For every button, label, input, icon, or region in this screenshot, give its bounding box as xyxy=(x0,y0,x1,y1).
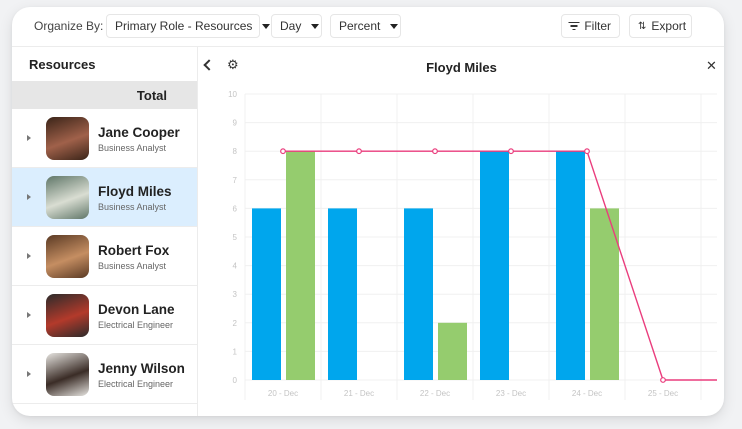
resource-role: Business Analyst xyxy=(98,261,167,271)
line-point[interactable] xyxy=(280,148,286,155)
total-row[interactable]: Total xyxy=(12,81,197,109)
resource-row[interactable]: Jane Cooper Business Analyst xyxy=(12,109,197,168)
toolbar: Organize By: Primary Role - Resources Da… xyxy=(12,7,724,47)
x-tick-label: 25 - Dec xyxy=(648,389,678,398)
avatar xyxy=(46,176,89,219)
y-tick-label: 4 xyxy=(233,262,238,271)
y-tick-label: 10 xyxy=(228,90,237,99)
line-point[interactable] xyxy=(660,377,666,383)
resource-row[interactable]: Devon Lane Electrical Engineer xyxy=(12,286,197,345)
role-dropdown[interactable]: Primary Role - Resources xyxy=(106,14,271,38)
resource-name: Robert Fox xyxy=(98,243,170,258)
resource-list: Jane Cooper Business Analyst Floyd Miles Bu… xyxy=(12,109,197,404)
period-dropdown[interactable]: Day xyxy=(271,14,322,38)
expand-caret-icon[interactable] xyxy=(27,194,31,200)
chart-panel: ⚙ Floyd Miles ✕ 0 1 2 3 4 5 6 7 8 9 10 20 - Dec 21 -… xyxy=(199,47,724,416)
period-dropdown-value: Day xyxy=(280,19,302,33)
sort-arrows-icon: ⇅ xyxy=(638,20,646,32)
resource-card: Organize By: Primary Role - Resources Da… xyxy=(12,7,724,416)
x-tick-label: 22 - Dec xyxy=(420,389,450,398)
resource-role: Electrical Engineer xyxy=(98,379,174,389)
resource-role: Electrical Engineer xyxy=(98,320,174,330)
avatar xyxy=(46,235,89,278)
filter-button[interactable]: Filter xyxy=(561,14,620,38)
x-tick-label: 23 - Dec xyxy=(496,389,526,398)
y-tick-label: 0 xyxy=(233,376,238,385)
unit-dropdown-value: Percent xyxy=(339,19,381,33)
x-tick-label: 21 - Dec xyxy=(344,389,374,398)
resource-row[interactable]: Robert Fox Business Analyst xyxy=(12,227,197,286)
y-tick-label: 2 xyxy=(233,319,238,328)
y-tick-label: 9 xyxy=(233,119,238,128)
resource-utilization-chart: 0 1 2 3 4 5 6 7 8 9 10 20 - Dec 21 - Dec 22 - Dec 23 -… xyxy=(228,90,717,400)
y-tick-label: 5 xyxy=(233,233,238,242)
bar-blue[interactable] xyxy=(556,151,585,380)
line-point[interactable] xyxy=(356,148,362,155)
y-tick-label: 7 xyxy=(233,176,238,185)
resources-sidebar: Resources Total Jane Cooper Business Anal… xyxy=(12,47,198,416)
resource-role: Business Analyst xyxy=(98,143,167,153)
close-icon[interactable]: ✕ xyxy=(706,58,717,73)
resource-name: Jenny Wilson xyxy=(98,361,185,376)
line-point[interactable] xyxy=(584,148,590,155)
chevron-down-icon xyxy=(311,23,320,29)
resource-row[interactable]: Jenny Wilson Electrical Engineer xyxy=(12,345,197,404)
y-tick-label: 6 xyxy=(233,204,238,213)
line-point[interactable] xyxy=(432,148,438,155)
export-label: Export xyxy=(651,19,687,33)
x-tick-label: 24 - Dec xyxy=(572,389,602,398)
bar-blue[interactable] xyxy=(252,208,281,380)
resources-header: Resources xyxy=(29,57,96,72)
resource-name: Devon Lane xyxy=(98,302,175,317)
y-tick-label: 8 xyxy=(233,147,238,156)
resource-name: Floyd Miles xyxy=(98,184,172,199)
y-tick-label: 1 xyxy=(233,347,238,356)
resource-role: Business Analyst xyxy=(98,202,167,212)
y-tick-label: 3 xyxy=(233,290,238,299)
unit-dropdown[interactable]: Percent xyxy=(330,14,401,38)
expand-caret-icon[interactable] xyxy=(27,312,31,318)
expand-caret-icon[interactable] xyxy=(27,253,31,259)
filter-label: Filter xyxy=(584,19,611,33)
avatar xyxy=(46,294,89,337)
chevron-down-icon xyxy=(390,23,399,29)
bar-green[interactable] xyxy=(438,322,467,380)
line-point[interactable] xyxy=(508,148,514,155)
bar-green[interactable] xyxy=(590,208,619,380)
organize-by-label: Organize By: xyxy=(34,19,104,33)
resource-row[interactable]: Floyd Miles Business Analyst xyxy=(12,168,197,227)
chart-title: Floyd Miles xyxy=(426,60,497,75)
x-tick-label: 20 - Dec xyxy=(268,389,298,398)
bar-green[interactable] xyxy=(286,151,315,380)
expand-caret-icon[interactable] xyxy=(27,371,31,377)
bar-blue[interactable] xyxy=(404,208,433,380)
expand-caret-icon[interactable] xyxy=(27,135,31,141)
bar-blue[interactable] xyxy=(480,151,509,380)
chevron-down-icon xyxy=(262,23,271,29)
resource-name: Jane Cooper xyxy=(98,125,180,140)
role-dropdown-value: Primary Role - Resources xyxy=(115,19,253,33)
avatar xyxy=(46,353,89,396)
filter-icon xyxy=(568,21,580,31)
avatar xyxy=(46,117,89,160)
gear-icon[interactable]: ⚙ xyxy=(227,57,239,72)
export-button[interactable]: ⇅ Export xyxy=(629,14,692,38)
bar-blue[interactable] xyxy=(328,208,357,380)
